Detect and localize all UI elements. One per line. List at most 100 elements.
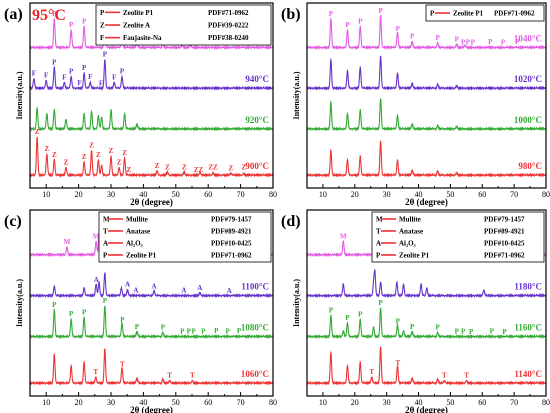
x-tick-label: 70: [510, 190, 518, 199]
panel-label: (d): [281, 213, 301, 230]
legend-marker: F: [100, 34, 104, 42]
phase-marker: P: [180, 328, 185, 336]
phase-marker: P: [436, 324, 441, 332]
phase-marker: T: [395, 359, 400, 367]
phase-marker: P: [69, 310, 74, 318]
x-tick-label: 30: [383, 190, 391, 199]
legend-pdf: PDF#10-0425: [484, 240, 525, 248]
series-label: 940°C: [245, 74, 269, 84]
phase-marker: P: [329, 307, 334, 315]
phase-marker: P: [103, 51, 108, 59]
phase-marker: P: [396, 25, 401, 33]
legend-pdf: PDF#38-0240: [208, 34, 249, 42]
legend-marker: Z: [100, 22, 105, 30]
series-label: 1160°C: [514, 322, 542, 332]
phase-marker: Z: [109, 147, 114, 155]
phase-marker: A: [94, 276, 99, 284]
phase-marker: Z: [35, 128, 40, 136]
phase-marker: M: [93, 233, 100, 241]
x-axis-label: 2θ (degree): [130, 197, 173, 207]
x-tick-label: 60: [204, 190, 212, 199]
y-axis-label: Intensity(a.u.): [15, 279, 24, 327]
phase-marker: Z: [229, 164, 234, 172]
x-tick-label: 20: [75, 190, 83, 199]
phase-marker: P: [358, 18, 363, 26]
legend: P Zeolite P1 PDF#71-0962 Z Zeolite A PDF#39-0…: [95, 4, 272, 46]
phase-marker: Z: [182, 163, 187, 171]
legend-pdf: PDF#71-0962: [494, 10, 535, 18]
phase-marker: P: [455, 328, 460, 336]
phase-marker: T: [167, 372, 172, 380]
series-line: [307, 14, 546, 50]
series-label: 1180°C: [514, 282, 542, 292]
series-line: [30, 272, 273, 299]
legend-box: [425, 4, 545, 22]
x-axis-label: 2θ (degree): [405, 197, 448, 207]
x-tick-label: 30: [383, 398, 391, 407]
legend-pdf: PDF#10-0425: [211, 240, 252, 248]
phase-marker: ZZ: [194, 166, 204, 174]
legend-phase: Anatase: [126, 228, 150, 236]
x-tick-label: 10: [42, 398, 50, 407]
x-tick-label: 60: [204, 398, 212, 407]
x-axis-label: 2θ (degree): [130, 405, 173, 413]
legend: P Zeolite P1 PDF#71-0962: [425, 4, 545, 22]
x-tick-label: 40: [139, 398, 147, 407]
phase-marker: P: [120, 67, 125, 75]
phase-marker: Z: [45, 145, 50, 153]
phase-marker: P: [329, 10, 334, 18]
phase-marker: M: [340, 232, 347, 240]
phase-marker: F: [77, 79, 81, 87]
panel-label: (a): [4, 6, 23, 23]
phase-marker: F: [62, 73, 66, 81]
legend-pdf: PDF#79-1457: [484, 216, 525, 224]
x-tick-label: 80: [542, 190, 550, 199]
phase-marker: A: [181, 286, 186, 294]
x-tick-label: 70: [237, 190, 245, 199]
legend-phase: Al₂O₃: [126, 240, 143, 248]
phase-marker: P: [214, 327, 219, 335]
phase-marker: P: [52, 10, 57, 18]
legend-marker: P: [100, 9, 105, 17]
phase-marker: P: [161, 324, 166, 332]
y-axis-label: Intensity(a.u.): [292, 279, 301, 327]
panel-title: 95°C: [32, 7, 66, 24]
legend-box: [98, 211, 272, 263]
plot-frame: [306, 2, 547, 189]
phase-marker: F: [99, 79, 103, 87]
phase-marker: Z: [96, 151, 101, 159]
phase-marker: P: [501, 39, 506, 47]
series-label: 1100°C: [241, 282, 269, 292]
phase-marker: P: [52, 301, 57, 309]
legend-marker: M: [376, 216, 383, 224]
series-label: 920°C: [245, 115, 269, 125]
phase-marker: P: [201, 328, 206, 336]
phase-marker: P: [515, 38, 520, 46]
legend-phase: Zeolite P1: [399, 252, 430, 260]
legend-pdf: PDF#89-4921: [484, 228, 525, 236]
series-line: [307, 140, 546, 178]
legend-pdf: PDF#39-0222: [208, 22, 249, 30]
legend-phase: Zeolite A: [123, 22, 150, 30]
phase-marker: A: [125, 280, 130, 288]
x-tick-label: 30: [107, 190, 115, 199]
plot-frame: [306, 209, 547, 397]
phase-marker: F: [44, 72, 48, 80]
phase-marker: A: [152, 282, 157, 290]
x-tick-label: 20: [75, 398, 83, 407]
phase-marker: T: [190, 371, 195, 379]
x-tick-label: 40: [139, 190, 147, 199]
phase-marker: P: [358, 310, 363, 318]
series-line: [30, 16, 273, 50]
phase-marker: Z: [82, 153, 87, 161]
legend-phase: Zeolite P1: [126, 252, 157, 260]
legend-phase: Al₂O₃: [399, 240, 416, 248]
phase-marker: Z: [242, 164, 247, 172]
phase-marker: P: [345, 314, 350, 322]
series-line: [30, 348, 273, 386]
legend-pdf: PDF#71-0962: [208, 9, 249, 17]
x-tick-label: 70: [510, 398, 518, 407]
x-tick-label: 50: [172, 398, 180, 407]
phase-marker: P: [461, 38, 466, 46]
